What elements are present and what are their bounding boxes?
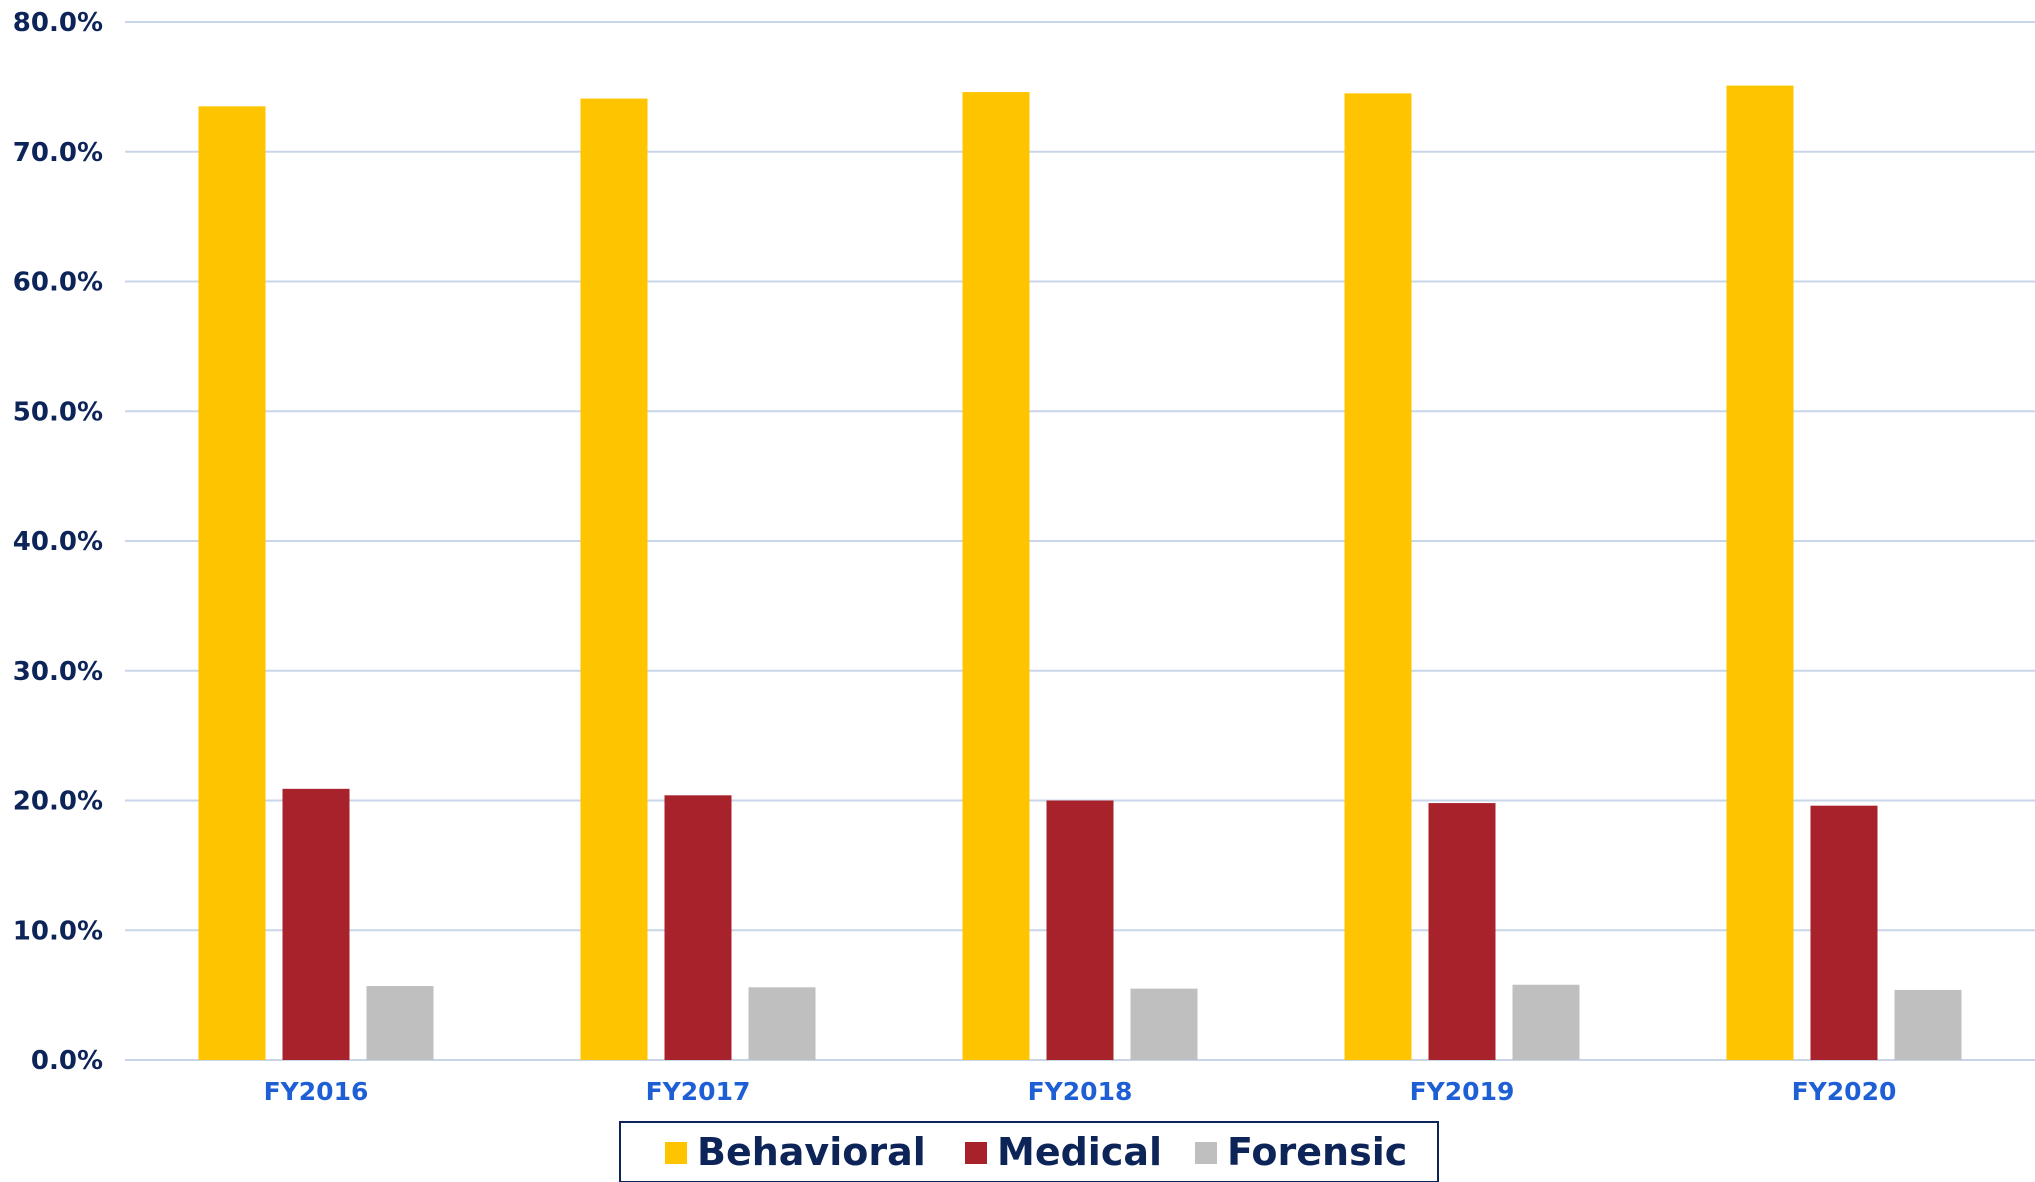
bar-medical-fy2018: [1046, 800, 1114, 1060]
bar-medical-fy2016: [282, 788, 350, 1060]
x-tick-label: FY2018: [1028, 1077, 1133, 1106]
y-tick-label: 60.0%: [13, 268, 103, 298]
legend-label-behavioral: Behavioral: [697, 1130, 926, 1174]
x-tick-label: FY2019: [1410, 1077, 1515, 1106]
legend-swatch-forensic: [1195, 1142, 1217, 1164]
x-tick-label: FY2016: [264, 1077, 369, 1106]
y-tick-label: 50.0%: [13, 397, 103, 427]
y-tick-label: 10.0%: [13, 916, 103, 946]
legend-box: [619, 1121, 1439, 1182]
y-tick-label: 0.0%: [31, 1046, 103, 1076]
bar-medical-fy2019: [1428, 803, 1496, 1060]
x-axis-ticks: FY2016 FY2017 FY2018 FY2019 FY2020: [264, 1077, 1897, 1106]
legend-swatch-behavioral: [665, 1142, 687, 1164]
y-tick-label: 80.0%: [13, 8, 103, 38]
bar-forensic-fy2016: [366, 986, 434, 1060]
bar-medical-fy2017: [664, 795, 732, 1060]
y-tick-label: 20.0%: [13, 787, 103, 817]
bar-behavioral-fy2017: [580, 98, 648, 1061]
bar-behavioral-fy2018: [962, 92, 1030, 1060]
y-tick-label: 70.0%: [13, 138, 103, 168]
gridlines: [125, 21, 2035, 1061]
y-axis-ticks: 0.0% 10.0% 20.0% 30.0% 40.0% 50.0% 60.0% 70.0% 8…: [13, 8, 103, 1076]
x-tick-label: FY2017: [646, 1077, 751, 1106]
legend: Behavioral Medical Forensic: [619, 1121, 1439, 1182]
legend-label-forensic: Forensic: [1227, 1130, 1407, 1174]
bar-forensic-fy2019: [1512, 984, 1580, 1060]
bar-forensic-fy2018: [1130, 988, 1198, 1060]
bar-forensic-fy2017: [748, 987, 816, 1060]
y-tick-label: 40.0%: [13, 527, 103, 557]
bar-behavioral-fy2019: [1344, 93, 1412, 1061]
bar-behavioral-fy2016: [198, 106, 266, 1060]
bar-medical-fy2020: [1810, 805, 1878, 1060]
legend-swatch-medical: [965, 1142, 987, 1164]
y-tick-label: 30.0%: [13, 657, 103, 687]
legend-label-medical: Medical: [997, 1130, 1162, 1174]
bars: [198, 85, 1962, 1061]
x-tick-label: FY2020: [1792, 1077, 1897, 1106]
bar-forensic-fy2020: [1894, 989, 1962, 1060]
bar-behavioral-fy2020: [1726, 85, 1794, 1060]
